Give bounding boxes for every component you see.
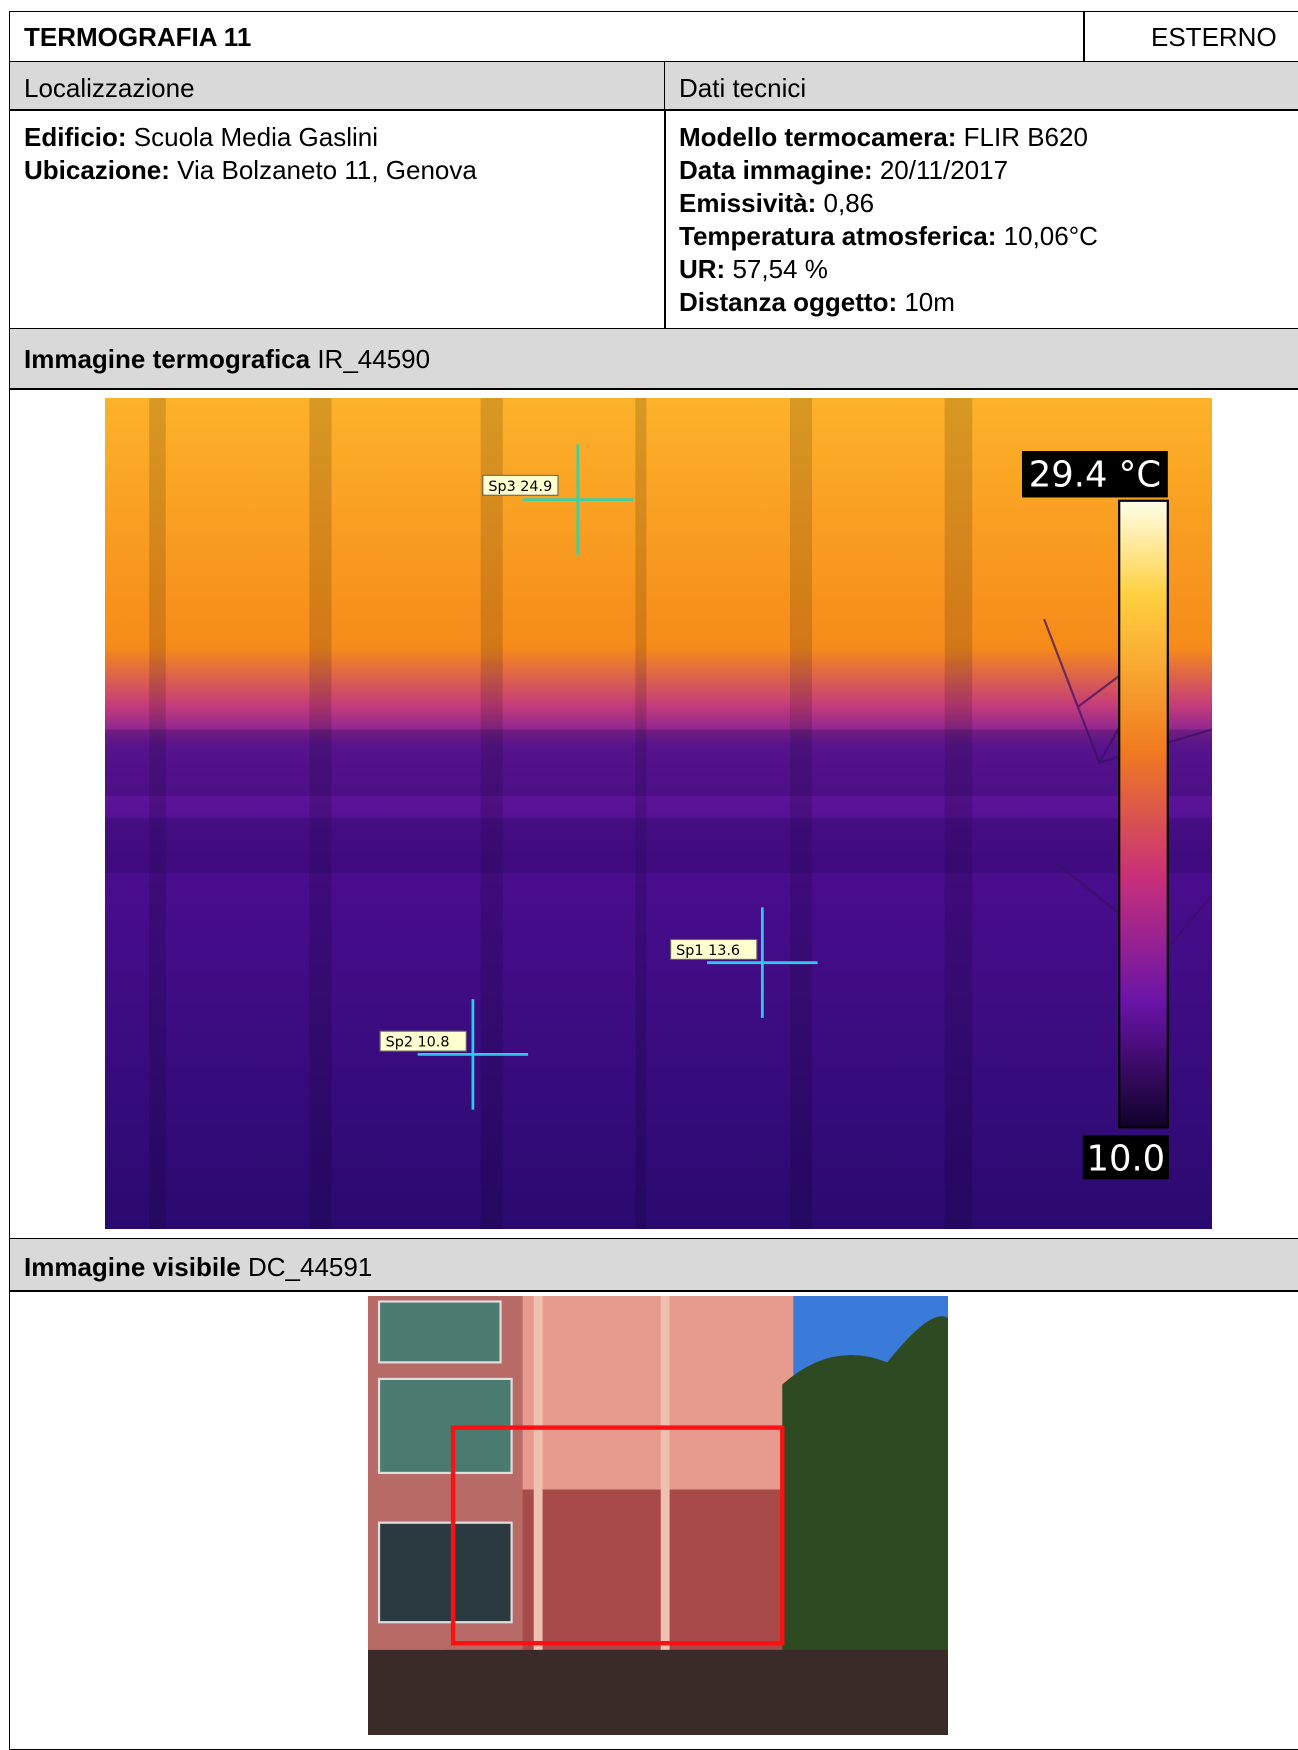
field-label: Modello termocamera: [679, 122, 956, 152]
field-value: 20/11/2017 [880, 155, 1008, 185]
field-value: 0,86 [824, 188, 875, 218]
section-title: Immagine termografica [24, 344, 310, 374]
field-value: Scuola Media Gaslini [134, 122, 378, 152]
field-label: Ubicazione: [24, 155, 170, 185]
section-title: Localizzazione [24, 73, 195, 103]
visible-image [368, 1296, 948, 1735]
report-type: ESTERNO [1151, 22, 1277, 52]
spot-label: Sp2 10.8 [386, 1035, 450, 1051]
visible-header: Immagine visibile DC_44591 [9, 1238, 1298, 1292]
field-value: FLIR B620 [964, 122, 1088, 152]
field-label: Temperatura atmosferica: [679, 221, 996, 251]
field-value: 10,06°C [1004, 221, 1098, 251]
scale-max: 29.4 °C [1029, 454, 1161, 495]
thermal-header: Immagine termografica IR_44590 [9, 328, 1298, 390]
field-line: Modello termocamera: FLIR B620 [679, 121, 1298, 154]
report-title: TERMOGRAFIA 11 [24, 22, 251, 52]
field-value: 57,54 % [732, 254, 827, 284]
field-label: UR: [679, 254, 725, 284]
location-header: Localizzazione [9, 61, 666, 111]
field-line: Temperatura atmosferica: 10,06°C [679, 220, 1298, 253]
technical-header: Dati tecnici [664, 61, 1298, 111]
section-title: Immagine visibile [24, 1252, 241, 1282]
field-line: Emissività: 0,86 [679, 187, 1298, 220]
image-id: DC_44591 [248, 1252, 372, 1282]
field-line: Data immagine: 20/11/2017 [679, 154, 1298, 187]
scale-min: 10.0 [1086, 1138, 1165, 1179]
field-label: Data immagine: [679, 155, 873, 185]
spot-label: Sp1 13.6 [676, 943, 740, 959]
spot-label: Sp3 24.9 [488, 479, 552, 495]
section-title: Dati tecnici [679, 73, 806, 103]
field-line: Edificio: Scuola Media Gaslini [24, 121, 651, 154]
thermal-image: 29.4 °C 10.0 Sp3 24.9 Sp1 13.6 Sp2 10.8 [105, 398, 1212, 1229]
field-label: Edificio: [24, 122, 127, 152]
image-id: IR_44590 [317, 344, 430, 374]
field-value: Via Bolzaneto 11, Genova [177, 155, 477, 185]
field-value: 10m [904, 287, 955, 317]
field-line: UR: 57,54 % [679, 253, 1298, 286]
field-label: Distanza oggetto: [679, 287, 897, 317]
title-cell: TERMOGRAFIA 11 [9, 11, 1085, 63]
field-line: Distanza oggetto: 10m [679, 286, 1298, 319]
field-line: Ubicazione: Via Bolzaneto 11, Genova [24, 154, 651, 187]
type-cell: ESTERNO [1083, 11, 1298, 63]
page: TERMOGRAFIA 11 ESTERNO Localizzazione Da… [0, 0, 1298, 1735]
field-label: Emissività: [679, 188, 816, 218]
